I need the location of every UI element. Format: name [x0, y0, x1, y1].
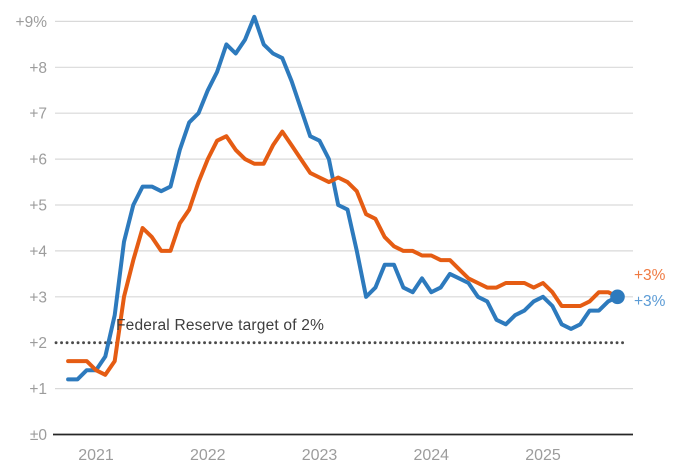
series-end-dot-blue	[610, 289, 625, 305]
y-tick-label: +4	[29, 243, 47, 260]
y-tick-label: +1	[29, 381, 47, 398]
y-tick-label: +7	[29, 106, 47, 123]
y-tick-label: +5	[29, 198, 47, 215]
y-tick-label: ±0	[30, 427, 48, 444]
x-tick-label: 2024	[413, 447, 449, 464]
x-tick-label: 2023	[302, 447, 338, 464]
x-tick-label: 2022	[190, 447, 226, 464]
y-tick-label: +2	[29, 335, 47, 352]
y-tick-label: +3	[29, 289, 47, 306]
series-line-orange	[66, 129, 620, 377]
series-end-label-blue: +3%	[634, 293, 666, 310]
y-tick-label: +6	[29, 152, 47, 169]
y-tick-label: +9%	[16, 14, 48, 31]
y-tick-label: +8	[29, 60, 47, 77]
x-tick-label: 2021	[78, 447, 114, 464]
x-tick-label: 2025	[525, 447, 561, 464]
series-end-label-orange: +3%	[634, 267, 666, 284]
fed-target-annotation: Federal Reserve target of 2%	[116, 317, 325, 334]
series-line-blue	[66, 14, 620, 382]
